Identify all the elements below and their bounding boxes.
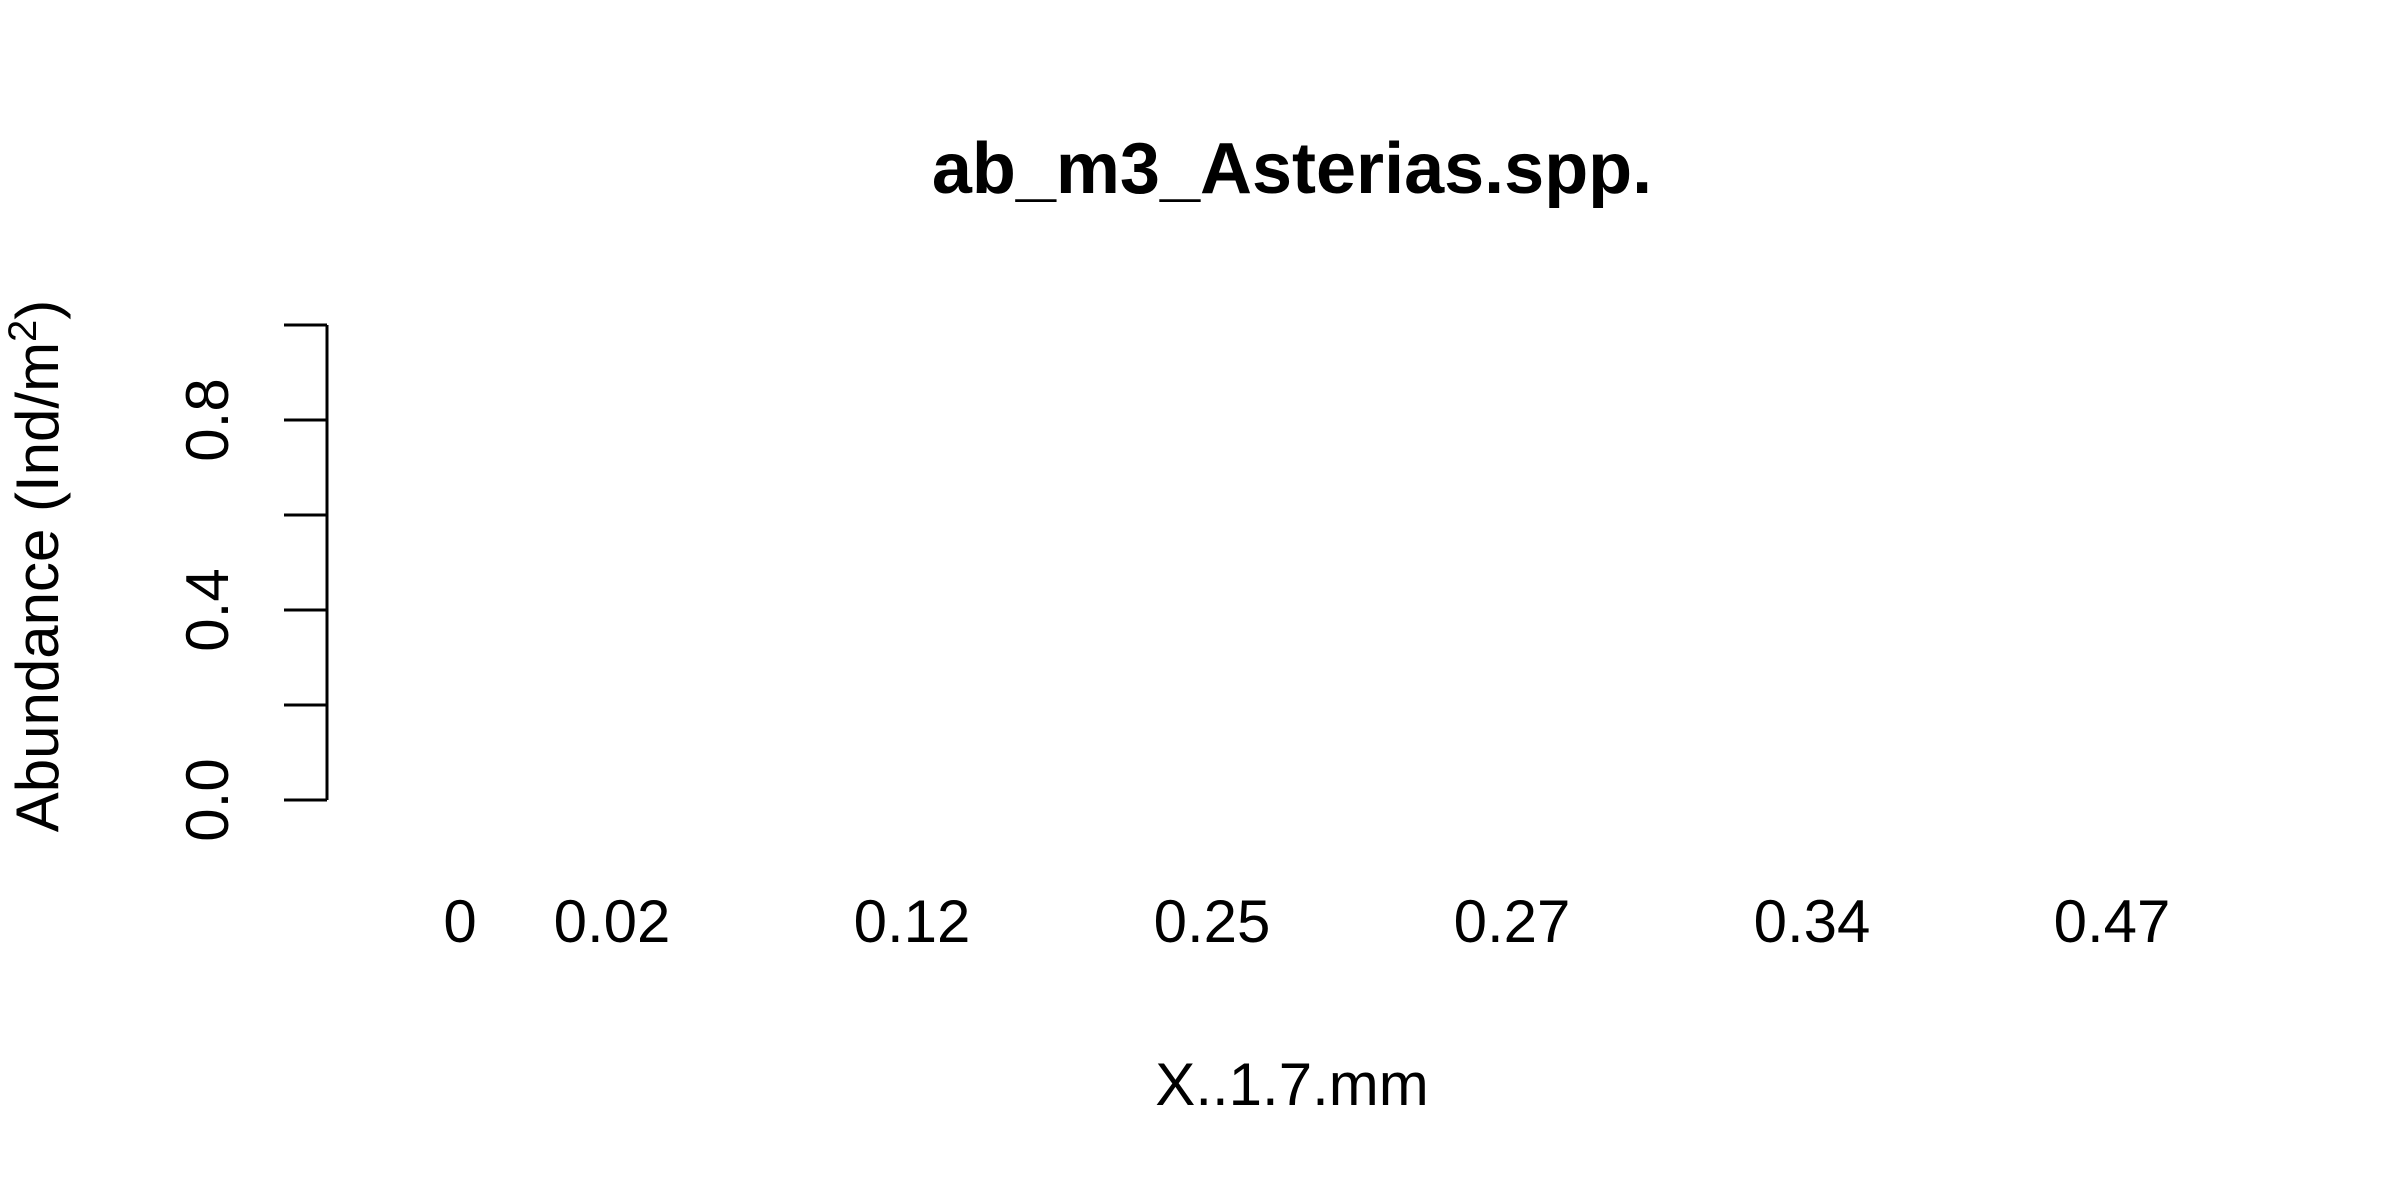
y-tick-label: 0.4 (174, 568, 241, 651)
x-axis-label: X..1.7.mm (1155, 1051, 1428, 1118)
x-tick-labels: 0 0.02 0.12 0.25 0.27 0.34 0.47 (443, 888, 2170, 955)
x-tick-label: 0.12 (854, 888, 971, 955)
y-axis: 0.0 0.4 0.8 (174, 323, 329, 842)
x-tick-label: 0.27 (1454, 888, 1571, 955)
x-tick-label: 0.25 (1154, 888, 1271, 955)
y-axis-label-superscript: 2 (1, 320, 45, 342)
x-tick-label: 0.34 (1754, 888, 1871, 955)
x-tick-label: 0 (443, 888, 476, 955)
y-axis-label-main: Abundance (Ind/m (4, 342, 71, 832)
chart-title: ab_m3_Asterias.spp. (932, 129, 1652, 209)
y-axis-label-suffix: ) (4, 300, 71, 320)
y-axis-label: Abundance (Ind/m2) (1, 300, 71, 833)
x-tick-label: 0.47 (2054, 888, 2171, 955)
y-tick-label: 0.0 (174, 758, 241, 841)
y-tick-label: 0.8 (174, 378, 241, 461)
x-tick-label: 0.02 (554, 888, 671, 955)
